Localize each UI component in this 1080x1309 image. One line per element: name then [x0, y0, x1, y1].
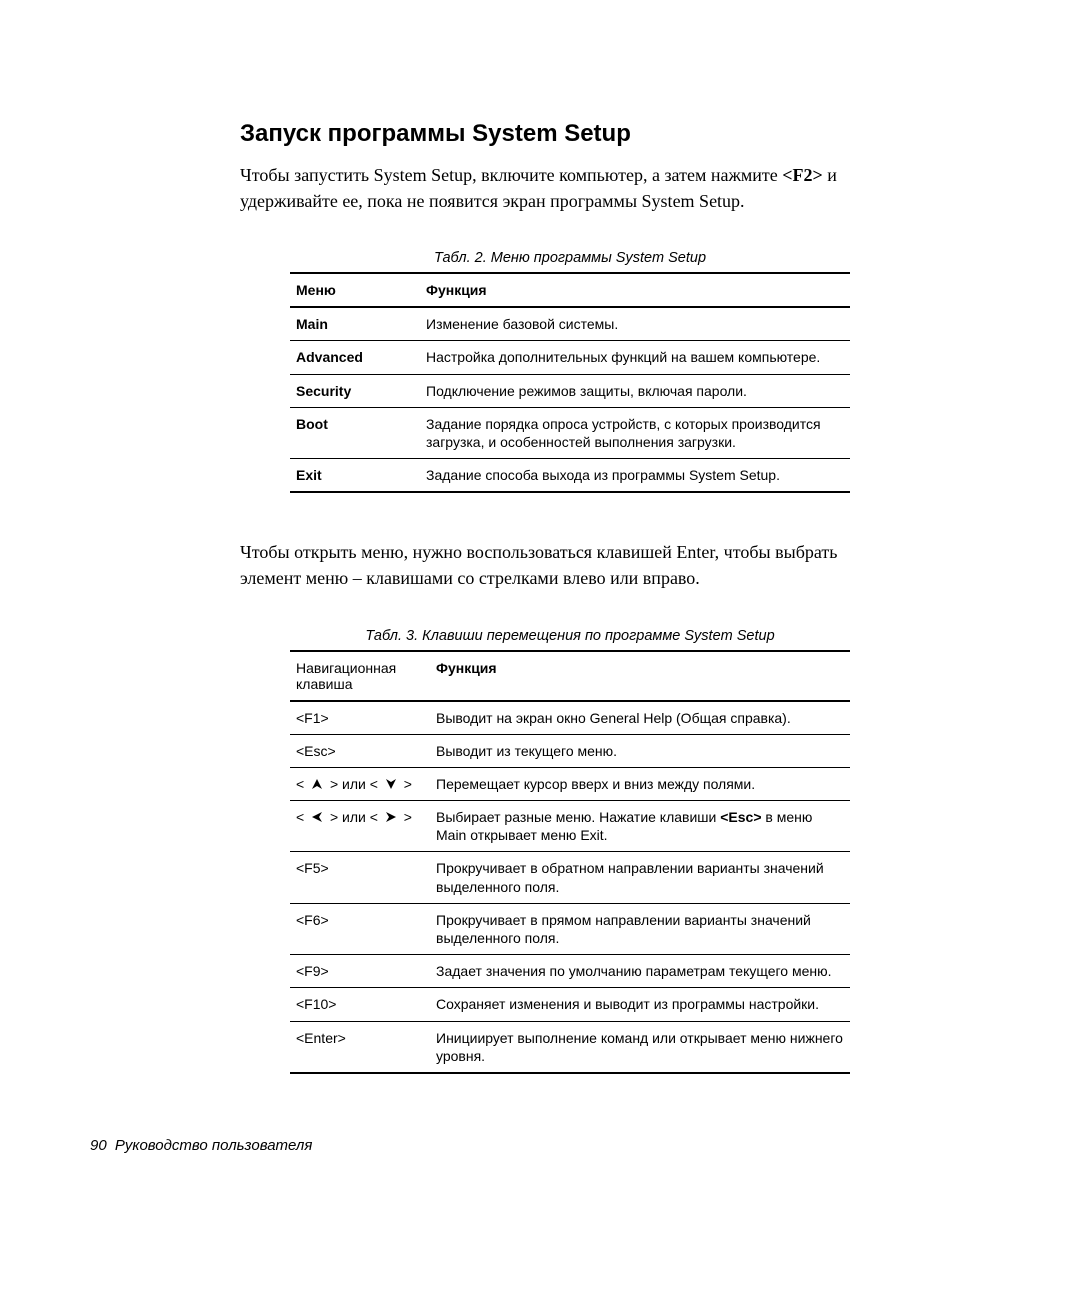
table-cell-value: Прокручивает в прямом направлении вариан… [430, 903, 850, 954]
table2-col2-header: Функция [430, 651, 850, 701]
table-row: <Enter>Инициирует выполнение команд или … [290, 1021, 850, 1073]
table-cell-value: Задает значения по умолчанию параметрам … [430, 955, 850, 988]
table-cell-key: <F5> [290, 852, 430, 903]
mid-paragraph: Чтобы открыть меню, нужно воспользоватьс… [240, 539, 900, 591]
table-row: <F5>Прокручивает в обратном направлении … [290, 852, 850, 903]
table-row: <F1>Выводит на экран окно General Help (… [290, 701, 850, 735]
table1-header-row: Меню Функция [290, 273, 850, 307]
table-cell-value: Задание порядка опроса устройств, с кото… [420, 407, 850, 458]
table-row: <Esc>Выводит из текущего меню. [290, 734, 850, 767]
footer-text: Руководство пользователя [115, 1137, 312, 1154]
table-cell-key: Exit [290, 459, 420, 493]
table-cell-value: Задание способа выхода из программы Syst… [420, 459, 850, 493]
table-row: <F10>Сохраняет изменения и выводит из пр… [290, 988, 850, 1021]
arrow-right-icon [384, 810, 398, 824]
table1-col1-header: Меню [290, 273, 420, 307]
page-number: 90 [90, 1137, 107, 1154]
table-cell-key: <Esc> [290, 734, 430, 767]
table-row: MainИзменение базовой системы. [290, 307, 850, 341]
intro-paragraph: Чтобы запустить System Setup, включите к… [240, 162, 900, 214]
table-row: BootЗадание порядка опроса устройств, с … [290, 407, 850, 458]
table-cell-key: Main [290, 307, 420, 341]
table-cell-key: <F1> [290, 701, 430, 735]
table2-header-row: Навигационная клавиша Функция [290, 651, 850, 701]
table-cell-value: Изменение базовой системы. [420, 307, 850, 341]
table-cell-value: Сохраняет изменения и выводит из програм… [430, 988, 850, 1021]
table-cell-value: Подключение режимов защиты, включая паро… [420, 374, 850, 407]
table-cell-value: Выводит на экран окно General Help (Обща… [430, 701, 850, 735]
table-row: < > или < >Перемещает курсор вверх и вни… [290, 767, 850, 800]
table-cell-key: <F9> [290, 955, 430, 988]
table1-col2-header: Функция [420, 273, 850, 307]
page: Запуск программы System Setup Чтобы запу… [0, 0, 1080, 1309]
table2-caption: Табл. 3. Клавиши перемещения по программ… [240, 628, 900, 644]
table-cell-key: Boot [290, 407, 420, 458]
table-cell-value: Перемещает курсор вверх и вниз между пол… [430, 767, 850, 800]
table-cell-key: < > или < > [290, 767, 430, 800]
table-cell-key: Security [290, 374, 420, 407]
table-cell-key: < > или < > [290, 801, 430, 852]
table-cell-key: Advanced [290, 341, 420, 374]
table-cell-key: <F6> [290, 903, 430, 954]
arrow-left-icon [310, 810, 324, 824]
table-row: ExitЗадание способа выхода из программы … [290, 459, 850, 493]
table2: Навигационная клавиша Функция <F1>Выводи… [290, 650, 850, 1074]
page-footer: 90 Руководство пользователя [90, 1137, 312, 1154]
table1-caption: Табл. 2. Меню программы System Setup [240, 250, 900, 266]
table-row: <F9>Задает значения по умолчанию парамет… [290, 955, 850, 988]
table2-col1-header: Навигационная клавиша [290, 651, 430, 701]
table-cell-value: Выбирает разные меню. Нажатие клавиши <E… [430, 801, 850, 852]
table-row: AdvancedНастройка дополнительных функций… [290, 341, 850, 374]
table-cell-value: Выводит из текущего меню. [430, 734, 850, 767]
page-title: Запуск программы System Setup [240, 120, 900, 148]
content-column: Запуск программы System Setup Чтобы запу… [240, 120, 900, 1074]
table1: Меню Функция MainИзменение базовой систе… [290, 272, 850, 493]
table-cell-key: <F10> [290, 988, 430, 1021]
table1-body: MainИзменение базовой системы.AdvancedНа… [290, 307, 850, 492]
table-row: < > или < >Выбирает разные меню. Нажатие… [290, 801, 850, 852]
table2-body: <F1>Выводит на экран окно General Help (… [290, 701, 850, 1073]
table-row: <F6>Прокручивает в прямом направлении ва… [290, 903, 850, 954]
table-cell-key: <Enter> [290, 1021, 430, 1073]
table-row: SecurityПодключение режимов защиты, вклю… [290, 374, 850, 407]
table-cell-value: Инициирует выполнение команд или открыва… [430, 1021, 850, 1073]
table-cell-value: Прокручивает в обратном направлении вари… [430, 852, 850, 903]
arrow-down-icon [384, 777, 398, 791]
arrow-up-icon [310, 777, 324, 791]
table-cell-value: Настройка дополнительных функций на ваше… [420, 341, 850, 374]
